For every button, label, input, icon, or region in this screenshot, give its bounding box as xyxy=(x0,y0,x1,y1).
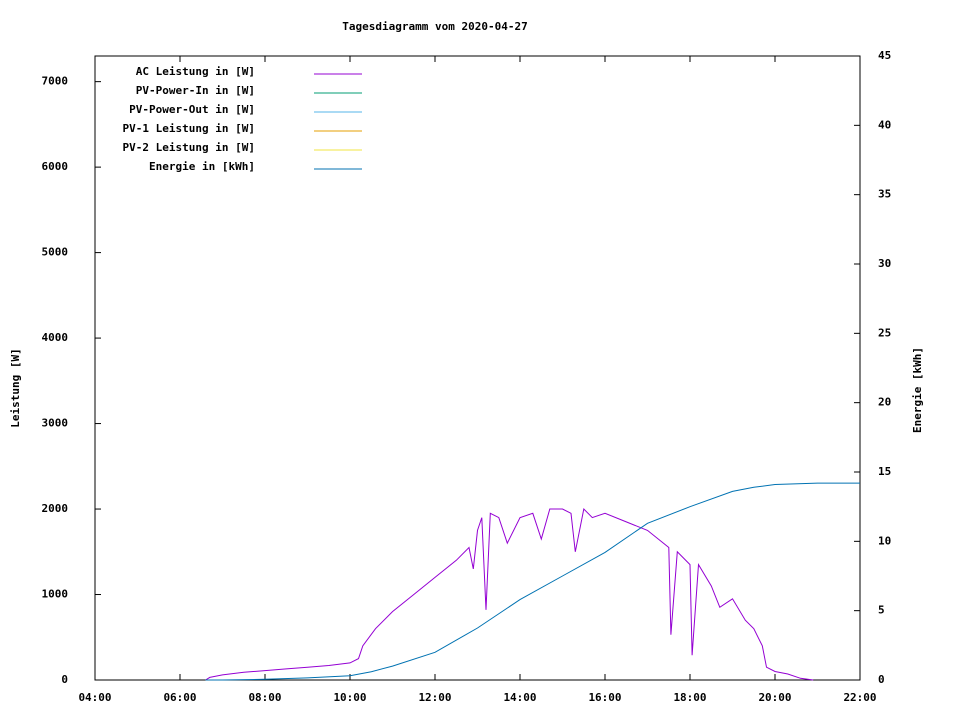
y2-tick-label: 40 xyxy=(878,118,891,131)
y2-tick-label: 15 xyxy=(878,465,891,478)
legend-label: PV-1 Leistung in [W] xyxy=(123,122,255,135)
y-tick-label: 5000 xyxy=(42,246,69,259)
y2-tick-label: 10 xyxy=(878,534,891,547)
series-line xyxy=(205,507,814,681)
legend-label: PV-2 Leistung in [W] xyxy=(123,141,255,154)
y-tick-label: 0 xyxy=(61,673,68,686)
y2-tick-label: 35 xyxy=(878,188,891,201)
y-tick-label: 2000 xyxy=(42,502,69,515)
legend-label: Energie in [kWh] xyxy=(149,160,255,173)
y-tick-label: 1000 xyxy=(42,588,69,601)
x-tick-label: 12:00 xyxy=(418,691,451,704)
x-tick-label: 10:00 xyxy=(333,691,366,704)
y2-tick-label: 5 xyxy=(878,604,885,617)
y2-tick-label: 20 xyxy=(878,396,891,409)
x-tick-label: 20:00 xyxy=(758,691,791,704)
y2-tick-label: 30 xyxy=(878,257,891,270)
x-tick-label: 16:00 xyxy=(588,691,621,704)
y-tick-label: 4000 xyxy=(42,331,69,344)
series-line xyxy=(205,482,860,681)
x-tick-label: 04:00 xyxy=(78,691,111,704)
legend-label: AC Leistung in [W] xyxy=(136,65,255,78)
y-tick-label: 7000 xyxy=(42,75,69,88)
x-tick-label: 06:00 xyxy=(163,691,196,704)
x-tick-label: 22:00 xyxy=(843,691,876,704)
plot-frame xyxy=(94,55,861,681)
y2-axis-label: Energie [kWh] xyxy=(911,347,924,433)
y2-tick-label: 25 xyxy=(878,326,891,339)
x-tick-label: 08:00 xyxy=(248,691,281,704)
legend-label: PV-Power-Out in [W] xyxy=(129,103,255,116)
x-tick-label: 14:00 xyxy=(503,691,536,704)
y-tick-label: 3000 xyxy=(42,417,69,430)
x-tick-label: 18:00 xyxy=(673,691,706,704)
chart-title: Tagesdiagramm vom 2020-04-27 xyxy=(342,20,527,33)
y-axis-label: Leistung [W] xyxy=(9,348,22,427)
legend-label: PV-Power-In in [W] xyxy=(136,84,255,97)
y-tick-label: 6000 xyxy=(42,160,69,173)
y2-tick-label: 45 xyxy=(878,49,891,62)
y2-tick-label: 0 xyxy=(878,673,885,686)
